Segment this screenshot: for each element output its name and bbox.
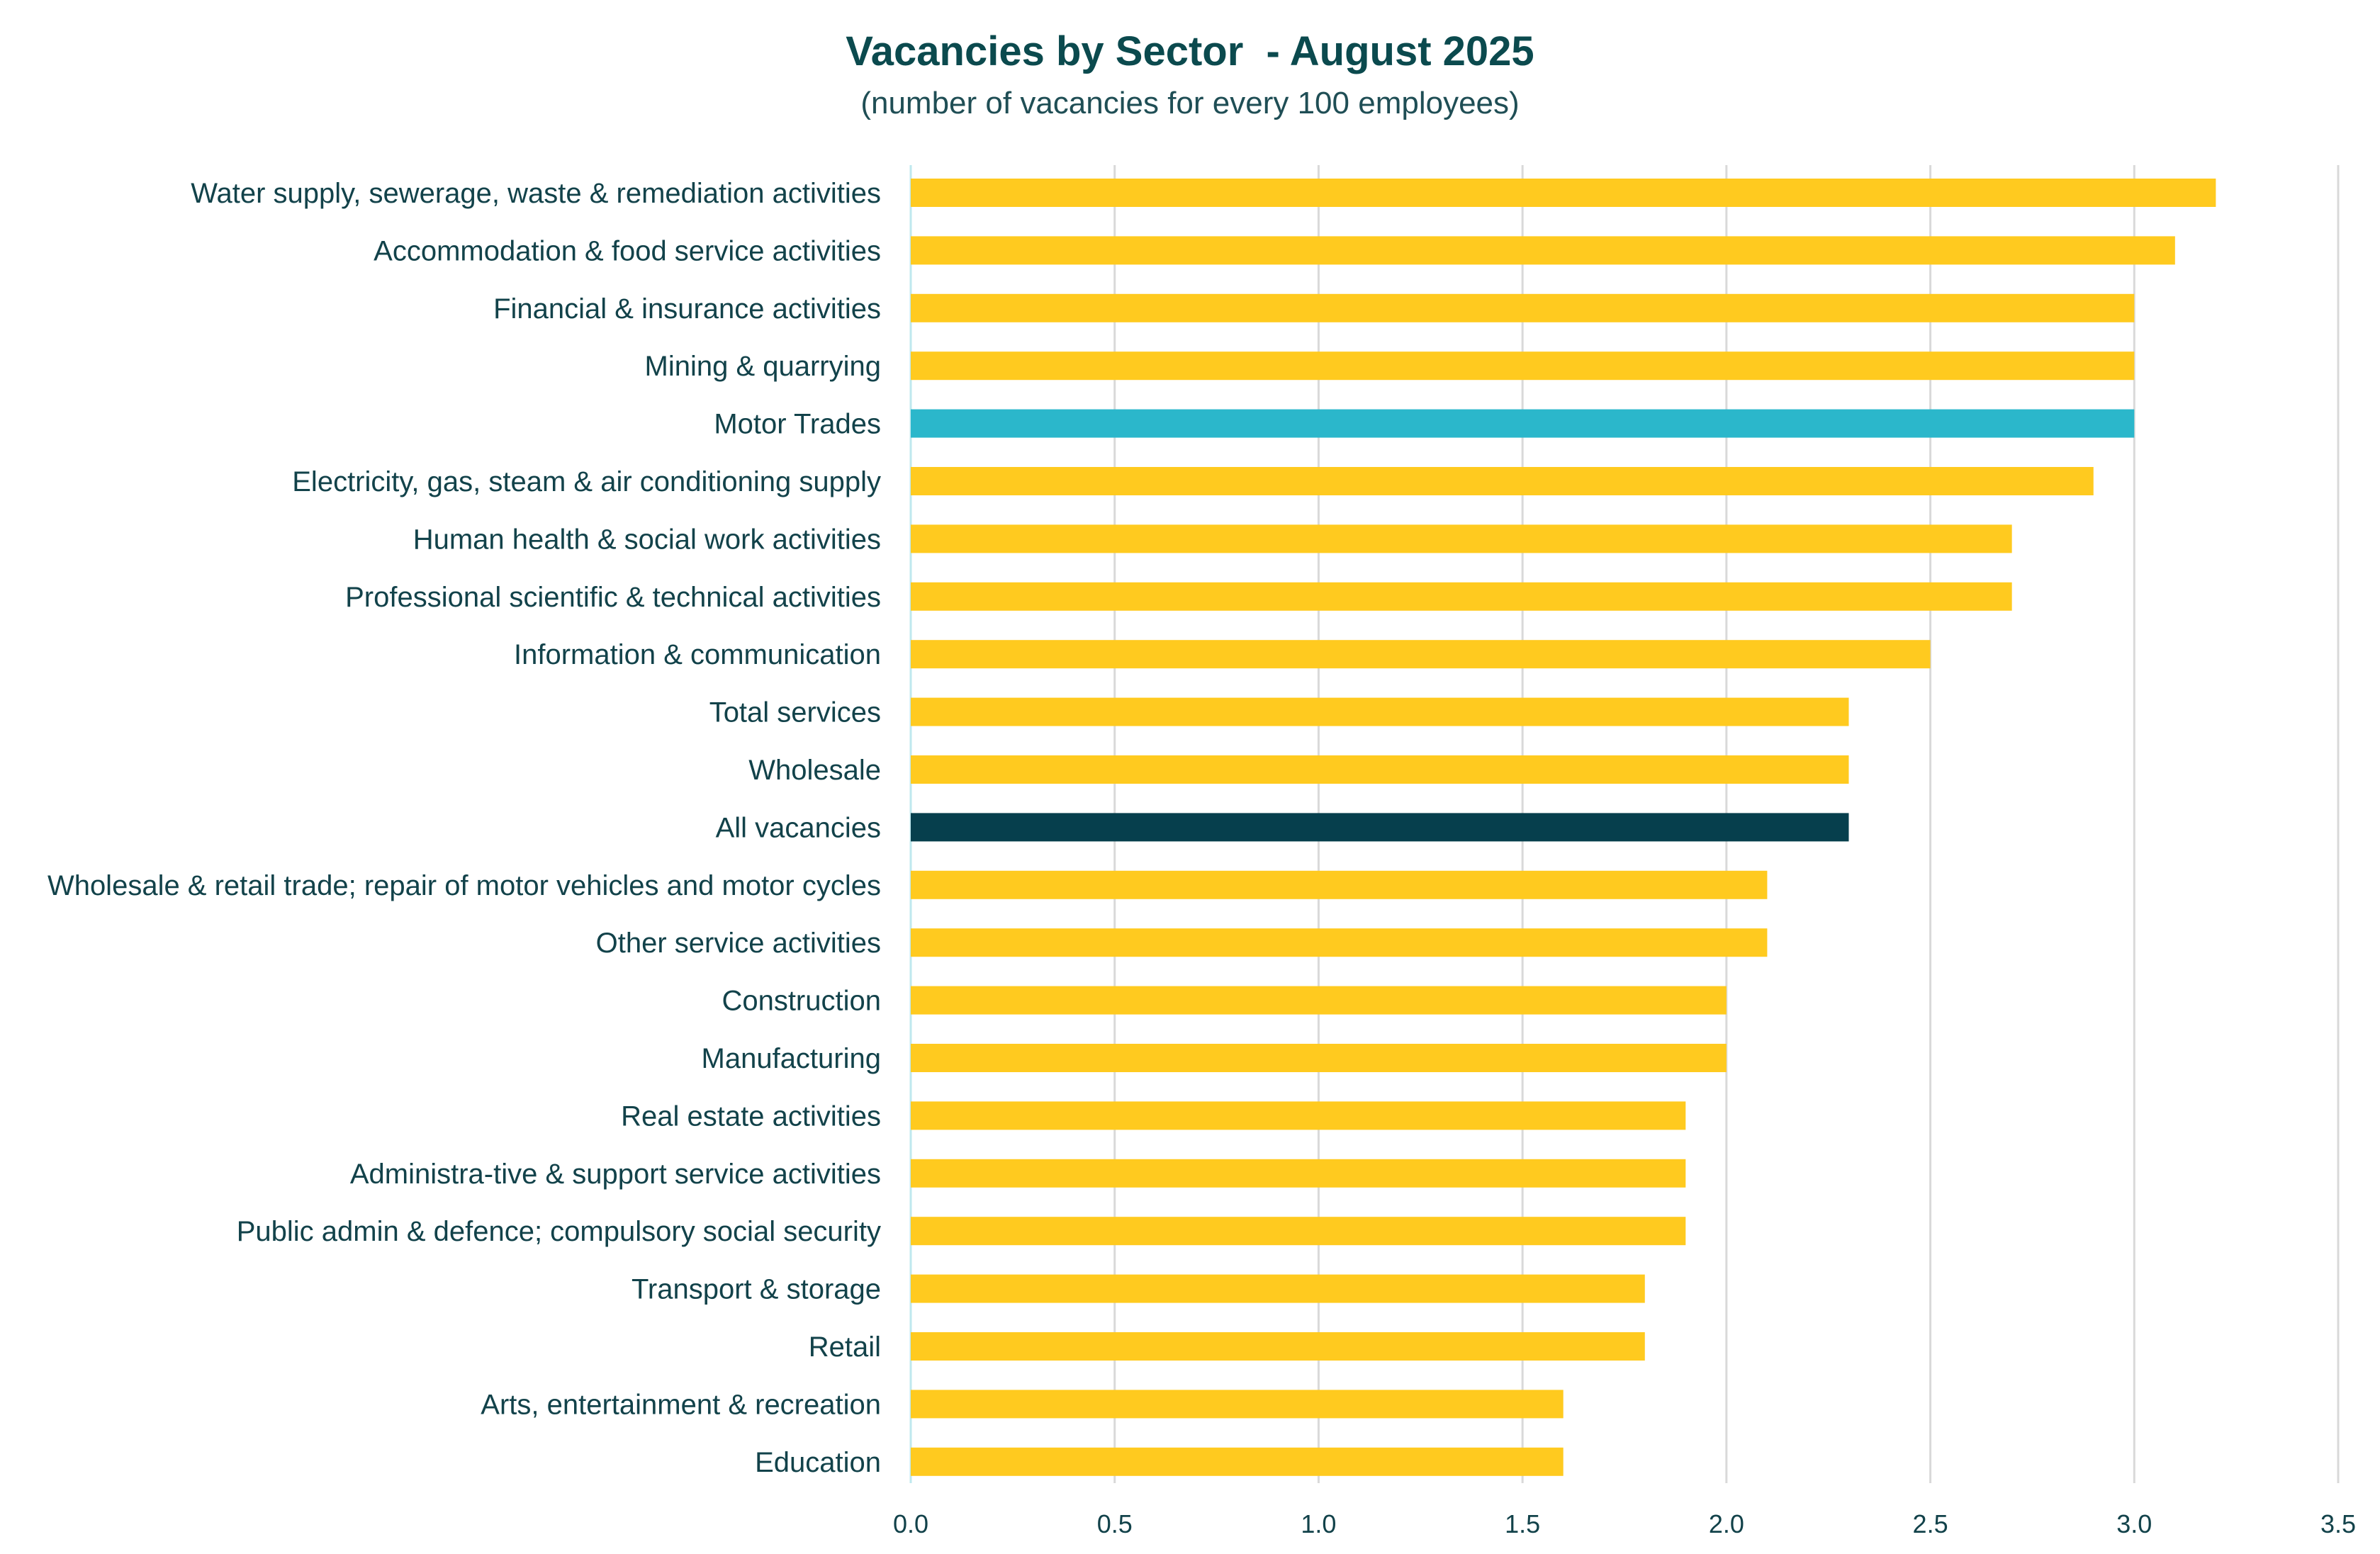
bars xyxy=(911,179,2216,1476)
category-label: Wholesale xyxy=(748,755,881,786)
bar xyxy=(911,351,2135,381)
category-label: Mining & quarrying xyxy=(645,351,882,382)
x-tick-label: 0.0 xyxy=(893,1509,928,1538)
category-label: Manufacturing xyxy=(702,1043,881,1074)
bar xyxy=(911,1447,1564,1476)
chart-subtitle: (number of vacancies for every 100 emplo… xyxy=(860,86,1519,120)
category-label: Information & communication xyxy=(514,639,881,670)
category-label: Real estate activities xyxy=(621,1100,881,1132)
category-label: Electricity, gas, steam & air conditioni… xyxy=(292,466,881,497)
chart-title: Vacancies by Sector - August 2025 xyxy=(846,28,1534,74)
bar xyxy=(911,293,2135,322)
bar xyxy=(911,870,1768,899)
bar xyxy=(911,755,1849,784)
bar xyxy=(911,1101,1686,1130)
bar xyxy=(911,928,1768,957)
category-label: Administra-tive & support service activi… xyxy=(350,1159,881,1190)
category-label: Other service activities xyxy=(596,928,881,959)
category-label: Arts, entertainment & recreation xyxy=(481,1389,881,1420)
x-tick-label: 3.0 xyxy=(2116,1509,2152,1538)
category-label: Total services xyxy=(709,697,881,728)
category-label: Public admin & defence; compulsory socia… xyxy=(237,1216,881,1247)
bar xyxy=(911,1217,1686,1246)
category-labels: Water supply, sewerage, waste & remediat… xyxy=(47,178,881,1478)
x-tick-label: 2.5 xyxy=(1913,1509,1948,1538)
x-tick-label: 1.0 xyxy=(1301,1509,1336,1538)
bar xyxy=(911,697,1849,726)
x-tick-label: 0.5 xyxy=(1097,1509,1133,1538)
bar xyxy=(911,179,2216,207)
bar xyxy=(911,409,2135,438)
bar xyxy=(911,640,1931,669)
category-label: Professional scientific & technical acti… xyxy=(345,582,881,613)
category-label: Financial & insurance activities xyxy=(493,293,881,325)
category-label: Transport & storage xyxy=(632,1274,881,1305)
bar xyxy=(911,236,2175,265)
bar xyxy=(911,1390,1564,1419)
bar xyxy=(911,1044,1727,1072)
category-label: Retail xyxy=(809,1331,881,1363)
bar xyxy=(911,1159,1686,1188)
category-label: Construction xyxy=(722,986,881,1017)
bar xyxy=(911,1332,1645,1361)
bar xyxy=(911,1274,1645,1303)
bar xyxy=(911,986,1727,1015)
category-label: Accommodation & food service activities xyxy=(374,235,881,266)
x-axis-tick-labels: 0.0 0.5 1.0 1.5 2.0 2.5 3.0 3.5 xyxy=(893,1509,2356,1538)
bar xyxy=(911,467,2094,495)
x-tick-label: 1.5 xyxy=(1505,1509,1540,1538)
category-label: All vacancies xyxy=(716,812,881,843)
x-tick-label: 2.0 xyxy=(1709,1509,1744,1538)
category-label: Education xyxy=(755,1447,881,1478)
category-label: Water supply, sewerage, waste & remediat… xyxy=(191,178,881,209)
category-label: Wholesale & retail trade; repair of moto… xyxy=(47,870,881,901)
category-label: Motor Trades xyxy=(714,409,881,440)
x-tick-label: 3.5 xyxy=(2320,1509,2356,1538)
bar xyxy=(911,813,1849,842)
bar xyxy=(911,524,2012,553)
bar xyxy=(911,582,2012,611)
category-label: Human health & social work activities xyxy=(413,524,881,555)
